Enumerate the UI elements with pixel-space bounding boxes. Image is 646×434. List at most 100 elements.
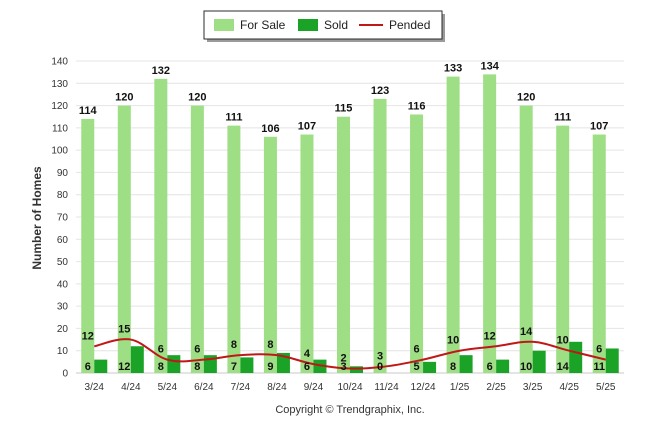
bar-for-sale: [337, 116, 350, 373]
data-label-sold: 14: [557, 361, 570, 373]
y-tick-label: 80: [57, 190, 69, 201]
bars-layer: [81, 74, 619, 374]
data-label-for-sale: 132: [152, 65, 170, 77]
data-label-for-sale: 116: [408, 100, 426, 112]
x-tick-label: 3/25: [523, 382, 543, 393]
y-tick-label: 110: [52, 123, 68, 134]
y-tick-label: 30: [57, 302, 69, 313]
line-layer: [94, 338, 606, 370]
copyright-footer: Copyright © Trendgraphix, Inc.: [275, 404, 424, 416]
x-tick-label: 4/25: [559, 382, 579, 393]
x-tick-label: 7/24: [231, 382, 251, 393]
x-tick-label: 4/24: [121, 382, 141, 393]
data-label-pended: 6: [194, 344, 200, 356]
bar-for-sale: [519, 105, 533, 374]
x-tick-label: 10/24: [337, 382, 362, 393]
data-label-for-sale: 123: [371, 85, 389, 97]
y-tick-label: 0: [62, 369, 68, 380]
data-label-sold: 11: [593, 361, 605, 373]
bar-for-sale: [81, 118, 95, 373]
bar-for-sale: [373, 98, 387, 373]
bar-for-sale: [154, 78, 168, 373]
x-tick-label: 12/24: [411, 382, 436, 393]
data-label-for-sale: 106: [261, 123, 279, 135]
x-tick-label: 9/24: [304, 382, 324, 393]
data-label-for-sale: 120: [517, 92, 535, 104]
data-label-pended: 2: [340, 353, 346, 365]
y-tick-label: 20: [57, 324, 69, 335]
data-label-for-sale: 107: [298, 121, 316, 133]
bar-sold: [532, 350, 546, 373]
data-label-sold: 8: [194, 361, 200, 373]
bar-sold: [167, 355, 181, 373]
bar-for-sale: [446, 76, 460, 373]
data-label-sold: 0: [377, 361, 383, 373]
data-label-sold: 3: [340, 361, 346, 373]
x-tick-label: 1/25: [450, 382, 470, 393]
bar-for-sale: [300, 134, 314, 373]
data-label-for-sale: 133: [444, 63, 462, 75]
legend-swatch-sold: [298, 19, 318, 31]
legend-label-for-sale: For Sale: [240, 18, 286, 32]
bar-sold: [313, 359, 327, 373]
bar-for-sale: [190, 105, 204, 374]
x-tick-label: 5/25: [596, 382, 616, 393]
legend-swatch-for-sale: [214, 19, 234, 31]
x-tick-label: 3/24: [85, 382, 105, 393]
data-label-sold: 8: [158, 361, 164, 373]
data-label-sold: 5: [414, 361, 420, 373]
data-label-for-sale: 134: [480, 60, 499, 72]
bar-sold: [496, 359, 510, 373]
data-label-for-sale: 114: [79, 105, 98, 117]
bar-sold: [94, 359, 108, 373]
labels-layer: 1141261201512132681206811187106891074611…: [79, 60, 609, 373]
x-tick-label: 2/25: [486, 382, 506, 393]
data-label-pended: 6: [158, 344, 164, 356]
x-tick-label: 6/24: [194, 382, 214, 393]
x-tick-label: 5/24: [158, 382, 178, 393]
y-tick-label: 10: [57, 346, 69, 357]
bar-sold: [605, 348, 619, 373]
y-tick-label: 90: [57, 168, 69, 179]
bar-for-sale: [263, 136, 277, 373]
data-label-sold: 6: [487, 361, 493, 373]
data-label-sold: 7: [231, 361, 237, 373]
data-label-for-sale: 111: [554, 112, 571, 124]
bar-sold: [350, 366, 363, 373]
data-label-sold: 12: [118, 361, 130, 373]
y-tick-label: 130: [51, 79, 68, 90]
data-label-sold: 6: [85, 361, 91, 373]
bar-for-sale: [410, 114, 424, 373]
bar-sold: [459, 355, 473, 373]
bar-for-sale: [227, 125, 241, 373]
data-label-pended: 6: [414, 344, 420, 356]
data-label-for-sale: 120: [115, 92, 133, 104]
data-label-sold: 8: [450, 361, 456, 373]
data-label-pended: 10: [447, 335, 459, 347]
bar-for-sale: [592, 134, 606, 373]
data-label-pended: 8: [231, 339, 237, 351]
data-label-for-sale: 107: [590, 121, 608, 133]
data-label-pended: 12: [82, 330, 94, 342]
legend-label-pended: Pended: [389, 18, 430, 32]
y-tick-label: 50: [57, 257, 69, 268]
y-tick-label: 60: [57, 235, 69, 246]
bar-for-sale: [556, 125, 570, 373]
data-label-pended: 8: [267, 339, 273, 351]
data-label-for-sale: 115: [335, 103, 353, 115]
x-tick-label: 11/24: [374, 382, 399, 393]
y-tick-label: 40: [57, 279, 69, 290]
y-tick-label: 100: [51, 146, 68, 157]
data-label-sold: 10: [520, 361, 532, 373]
bar-sold: [423, 361, 437, 373]
data-label-sold: 9: [267, 361, 273, 373]
bar-for-sale: [117, 105, 131, 374]
legend-box: [203, 10, 443, 40]
data-label-pended: 4: [304, 348, 311, 360]
data-label-pended: 15: [118, 324, 130, 336]
y-axis-label: Number of Homes: [30, 166, 44, 270]
data-label-pended: 6: [596, 344, 602, 356]
data-label-pended: 3: [377, 350, 383, 362]
